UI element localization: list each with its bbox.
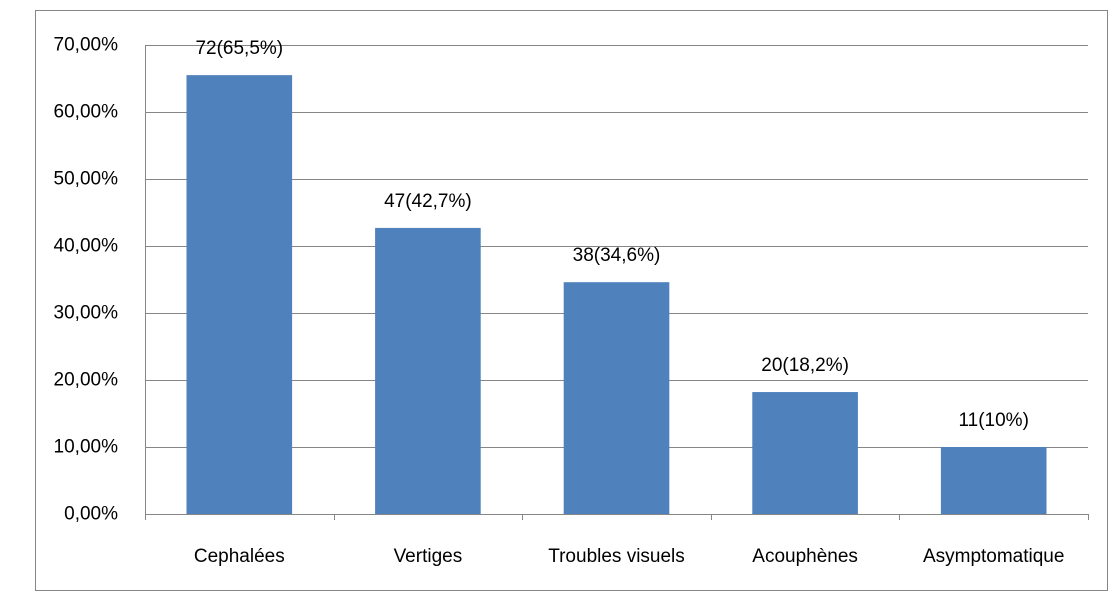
y-tick-label: 70,00% — [54, 35, 119, 56]
x-tick-label: Troubles visuels — [548, 546, 685, 567]
y-tick-label: 20,00% — [54, 370, 119, 391]
data-label: 38(34,6%) — [573, 245, 661, 266]
bar — [375, 227, 481, 514]
y-tick-label: 10,00% — [54, 437, 119, 458]
bar — [186, 75, 293, 515]
bar — [752, 392, 858, 514]
y-tick-label: 50,00% — [54, 169, 119, 190]
y-tick-label: 40,00% — [54, 236, 119, 257]
x-tick-label: Asymptomatique — [923, 546, 1065, 567]
data-label: 11(10%) — [958, 410, 1028, 431]
data-label: 20(18,2%) — [761, 355, 849, 376]
y-tick-label: 30,00% — [54, 303, 119, 324]
x-tick-label: Vertiges — [394, 546, 463, 567]
y-tick-label: 0,00% — [64, 504, 118, 525]
bar — [940, 447, 1047, 514]
y-tick-label: 60,00% — [54, 102, 119, 123]
x-tick-label: Acouphènes — [752, 546, 858, 567]
data-label: 47(42,7%) — [384, 191, 472, 212]
bar — [563, 282, 670, 514]
data-label: 72(65,5%) — [195, 38, 283, 59]
x-tick-label: Cephalées — [194, 546, 285, 567]
